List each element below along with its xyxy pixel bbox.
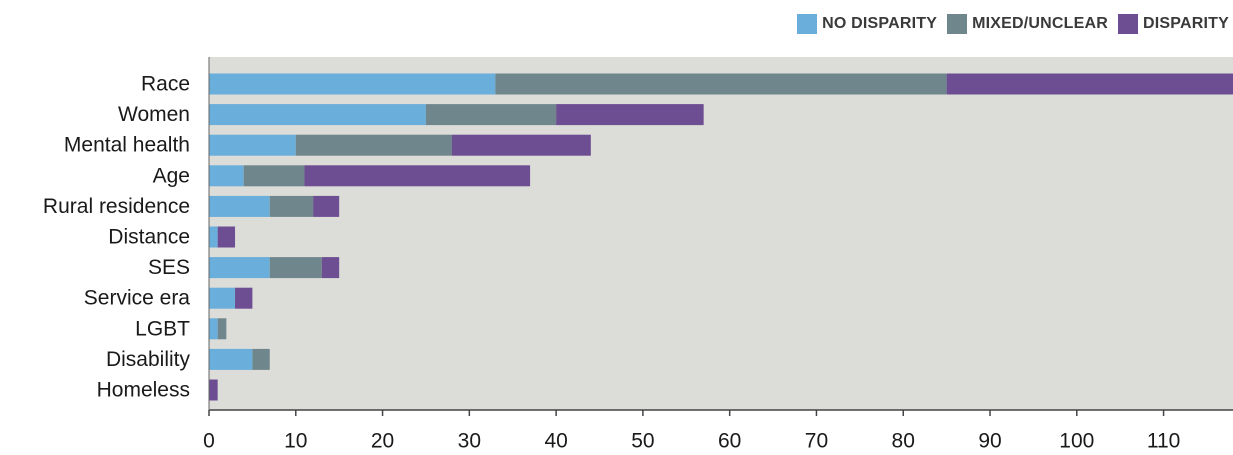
category-label-mental-health: Mental health: [64, 134, 190, 157]
category-labels: Race Women Mental health Age Rural residence…: [43, 73, 191, 402]
category-label-ses: SES: [148, 256, 190, 279]
legend: NO DISPARITY MIXED/UNCLEAR DISPARITY: [797, 14, 1229, 34]
category-label-homeless: Homeless: [97, 379, 190, 402]
x-tick-label-100: 100: [1059, 430, 1094, 453]
bar-race-no-disparity: [209, 73, 496, 95]
legend-label-mixed-unclear: MIXED/UNCLEAR: [972, 15, 1109, 32]
x-tick-label-30: 30: [458, 430, 481, 453]
x-tick-label-110: 110: [1147, 430, 1180, 453]
x-tick-label-70: 70: [805, 430, 828, 453]
bar-ses-no-disparity: [209, 257, 270, 279]
legend-item-mixed-unclear: MIXED/UNCLEAR: [947, 14, 1108, 34]
legend-item-no-disparity: NO DISPARITY: [797, 14, 937, 34]
bar-age-disparity: [304, 165, 531, 187]
bar-distance-disparity: [217, 226, 236, 248]
bar-disability-no-disparity: [209, 348, 253, 370]
category-label-age: Age: [153, 164, 190, 187]
bar-mental-health-disparity: [451, 134, 591, 156]
bar-rural-residence-disparity: [313, 195, 340, 217]
bar-disability-mixed-unclear: [252, 348, 270, 370]
x-tick-label-90: 90: [978, 430, 1001, 453]
x-tick-label-10: 10: [284, 430, 307, 453]
bars-group: [209, 73, 1233, 401]
category-label-disability: Disability: [106, 348, 191, 371]
legend-item-disparity: DISPARITY: [1118, 14, 1229, 34]
bar-rural-residence-mixed-unclear: [269, 195, 314, 217]
bar-mental-health-mixed-unclear: [295, 134, 452, 156]
x-tick-label-60: 60: [718, 430, 741, 453]
category-label-women: Women: [118, 103, 190, 126]
bar-lgbt-mixed-unclear: [217, 318, 227, 340]
x-axis: 0 10 20 30 40 50 60 70 80 90 100 110: [203, 57, 1233, 453]
bar-women-no-disparity: [209, 104, 426, 126]
bar-homeless-disparity: [209, 379, 218, 401]
bar-ses-disparity: [321, 257, 340, 279]
x-tick-label-50: 50: [631, 430, 654, 453]
bar-women-mixed-unclear: [425, 104, 557, 126]
bar-lgbt-no-disparity: [209, 318, 218, 340]
legend-swatch-no-disparity: [797, 14, 818, 34]
bar-service-era-no-disparity: [209, 287, 236, 309]
x-tick-label-0: 0: [203, 430, 215, 453]
bar-rural-residence-no-disparity: [209, 195, 270, 217]
bar-age-mixed-unclear: [243, 165, 305, 187]
x-tick-label-40: 40: [544, 430, 567, 453]
category-label-rural-residence: Rural residence: [43, 195, 190, 218]
bar-service-era-disparity: [235, 287, 253, 309]
bar-women-disparity: [556, 104, 704, 126]
category-label-lgbt: LGBT: [135, 317, 190, 340]
legend-swatch-mixed-unclear: [947, 14, 968, 34]
legend-label-disparity: DISPARITY: [1143, 15, 1229, 32]
category-label-race: Race: [141, 73, 190, 96]
bar-distance-no-disparity: [209, 226, 218, 248]
bar-race-mixed-unclear: [495, 73, 947, 95]
bar-mental-health-no-disparity: [209, 134, 296, 156]
legend-swatch-disparity: [1118, 14, 1139, 34]
x-tick-label-80: 80: [892, 430, 915, 453]
bar-race-disparity: [946, 73, 1233, 95]
x-tick-label-20: 20: [371, 430, 394, 453]
bar-age-no-disparity: [209, 165, 244, 187]
category-label-service-era: Service era: [84, 287, 191, 310]
category-label-distance: Distance: [108, 226, 190, 249]
legend-label-no-disparity: NO DISPARITY: [822, 15, 938, 32]
bar-ses-mixed-unclear: [269, 257, 322, 279]
